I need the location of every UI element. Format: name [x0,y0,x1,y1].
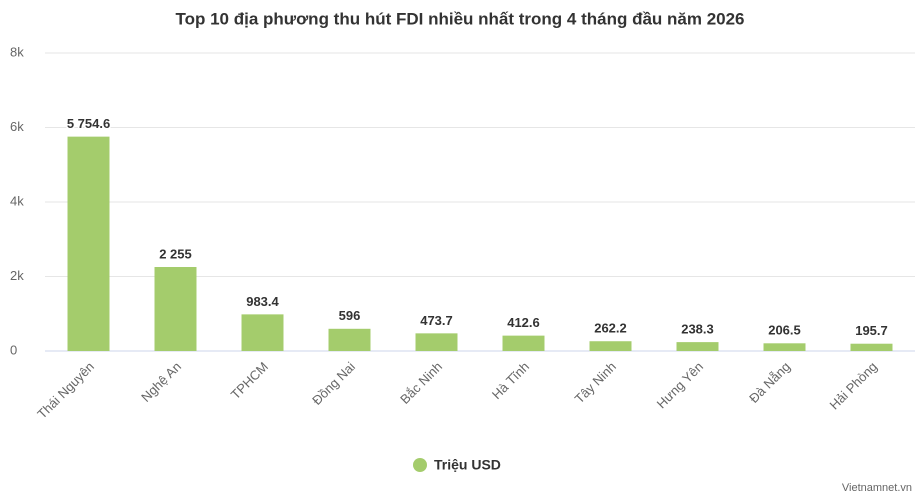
y-tick-label: 0 [10,342,17,357]
bar [676,342,719,351]
bar [502,335,545,351]
x-tick-label: Tây Ninh [572,359,619,406]
x-tick-label: Hưng Yên [654,359,706,411]
x-tick-label: TPHCM [228,359,271,402]
bar [415,333,458,351]
data-label: 983.4 [246,294,279,309]
data-label: 206.5 [768,323,801,338]
x-tick-label: Đồng Nai [309,359,358,408]
legend-label: Triệu USD [434,457,501,473]
y-tick-label: 6k [10,119,24,134]
bar [67,136,110,351]
data-label: 596 [339,308,361,323]
legend-marker [413,458,427,472]
bar [763,343,806,351]
data-label: 195.7 [855,323,888,338]
bar [589,341,632,351]
x-tick-label: Hải Phòng [827,359,881,413]
x-tick-label: Thái Nguyên [34,359,97,422]
credit: Vietnamnet.vn [842,482,912,494]
bar [328,328,371,351]
chart-title: Top 10 địa phương thu hút FDI nhiều nhất… [175,9,744,28]
data-label: 5 754.6 [67,116,110,131]
x-tick-label: Nghệ An [138,359,184,405]
data-label: 412.6 [507,315,540,330]
y-tick-label: 2k [10,268,24,283]
x-tick-label: Hà Tĩnh [489,359,532,402]
x-tick-label: Bắc Ninh [397,359,445,407]
bar [241,314,284,351]
data-label: 473.7 [420,313,453,328]
data-label: 262.2 [594,321,627,336]
y-tick-label: 8k [10,44,24,59]
bar [850,343,893,351]
x-tick-label: Đà Nẵng [746,359,793,406]
y-tick-label: 4k [10,193,24,208]
bar [154,267,197,351]
data-label: 238.3 [681,322,714,337]
data-label: 2 255 [159,246,192,261]
